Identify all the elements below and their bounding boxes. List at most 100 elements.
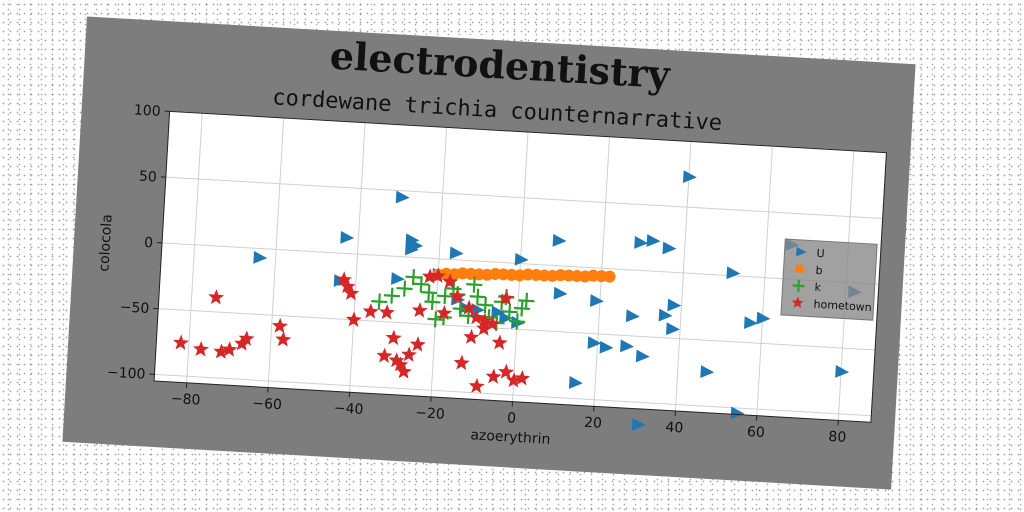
point-hometown (339, 278, 356, 294)
point-U (646, 234, 661, 247)
y-tick-label: 100 (133, 102, 161, 120)
point-hometown (468, 309, 485, 325)
point-k (469, 288, 486, 305)
y-tick-label: 50 (139, 169, 158, 186)
point-hometown (498, 363, 515, 380)
point-U (599, 340, 614, 354)
point-k (501, 303, 518, 320)
point-hometown (453, 354, 470, 371)
x-tick-label: −80 (170, 391, 200, 409)
point-U (665, 322, 680, 336)
point-hometown (463, 328, 480, 345)
point-hometown (392, 356, 409, 372)
point-hometown (498, 289, 515, 306)
point-hometown (491, 334, 508, 350)
point-U (391, 272, 405, 285)
point-k (420, 284, 437, 301)
point-U (449, 246, 464, 260)
point-U (634, 236, 649, 249)
legend: Ubk hometown (780, 238, 878, 321)
grid-line-x (674, 141, 692, 412)
grid-line-x (186, 113, 203, 383)
x-tick-label: 20 (584, 415, 603, 432)
grid-line-y (162, 242, 879, 285)
grid-line-x (511, 132, 529, 402)
point-U (589, 294, 604, 307)
point-U (552, 233, 567, 247)
grid-line-y (154, 373, 872, 417)
point-hometown (275, 331, 292, 347)
x-tick-label: 40 (665, 419, 684, 436)
point-U (743, 316, 758, 330)
point-U (635, 349, 650, 363)
point-U (553, 286, 568, 300)
x-tick-label: −60 (252, 396, 282, 414)
point-U (631, 417, 646, 431)
point-b (603, 270, 616, 283)
point-hometown (376, 347, 393, 364)
point-hometown (272, 317, 288, 334)
point-k (424, 293, 441, 311)
axis-ticks: −80 −60 −40 −20 0 20 40 60 80 −100 −50 0 50 100 (107, 102, 847, 446)
point-hometown (411, 302, 428, 318)
x-tick-label: −40 (333, 400, 363, 418)
legend-label-hometown: hometown (813, 298, 872, 314)
y-axis-label: colocola (96, 214, 115, 272)
legend-marker-hometown (791, 296, 804, 309)
legend-marker-b (795, 264, 805, 274)
point-hometown (421, 268, 438, 284)
point-hometown (379, 304, 395, 320)
point-hometown (468, 377, 485, 394)
point-k (436, 288, 454, 305)
point-U (682, 170, 697, 184)
legend-marker-k (792, 279, 805, 292)
point-hometown (385, 329, 402, 346)
x-tick-label: −20 (415, 405, 445, 423)
figure-card: electrodentistry cordewane trichia count… (62, 16, 916, 490)
point-k (371, 293, 388, 310)
point-U (662, 241, 677, 255)
point-U (568, 376, 583, 389)
point-k (509, 313, 526, 330)
scatter-plot: −80 −60 −40 −20 0 20 40 60 80 −100 −50 0 50 100 azoer… (96, 102, 887, 448)
legend-label-b: b (815, 264, 823, 277)
point-hometown (436, 304, 453, 321)
point-hometown (401, 346, 418, 362)
legend-label-k: k (814, 281, 822, 294)
point-hometown (430, 267, 447, 283)
x-tick-label: 0 (507, 410, 517, 426)
series-b (432, 267, 616, 283)
grid-line-x (756, 146, 773, 416)
point-U (667, 298, 682, 312)
y-tick-label: −100 (107, 365, 146, 383)
point-U (587, 336, 602, 350)
point-hometown (345, 311, 362, 328)
point-U (726, 266, 741, 280)
legend-label-U: U (816, 247, 825, 260)
point-k (383, 287, 400, 304)
point-hometown (485, 368, 502, 384)
point-k (396, 280, 413, 297)
grid-line-x (267, 117, 285, 388)
point-U (700, 365, 715, 378)
point-U (340, 230, 355, 244)
grid-line-x (430, 127, 448, 397)
point-U (835, 365, 850, 378)
series-hometown (172, 267, 531, 394)
grid-line-y (165, 176, 883, 219)
point-U (730, 406, 745, 420)
point-U (514, 252, 529, 266)
point-hometown (362, 303, 379, 319)
point-hometown (476, 320, 493, 336)
grid-line-x (349, 122, 366, 393)
point-U (756, 311, 771, 325)
point-k (466, 276, 483, 293)
point-k (413, 276, 430, 293)
point-hometown (476, 312, 493, 328)
point-hometown (193, 340, 210, 357)
point-U (625, 309, 640, 323)
point-k (477, 296, 494, 314)
point-U (405, 233, 420, 247)
point-hometown (505, 372, 522, 388)
point-U (395, 190, 410, 204)
